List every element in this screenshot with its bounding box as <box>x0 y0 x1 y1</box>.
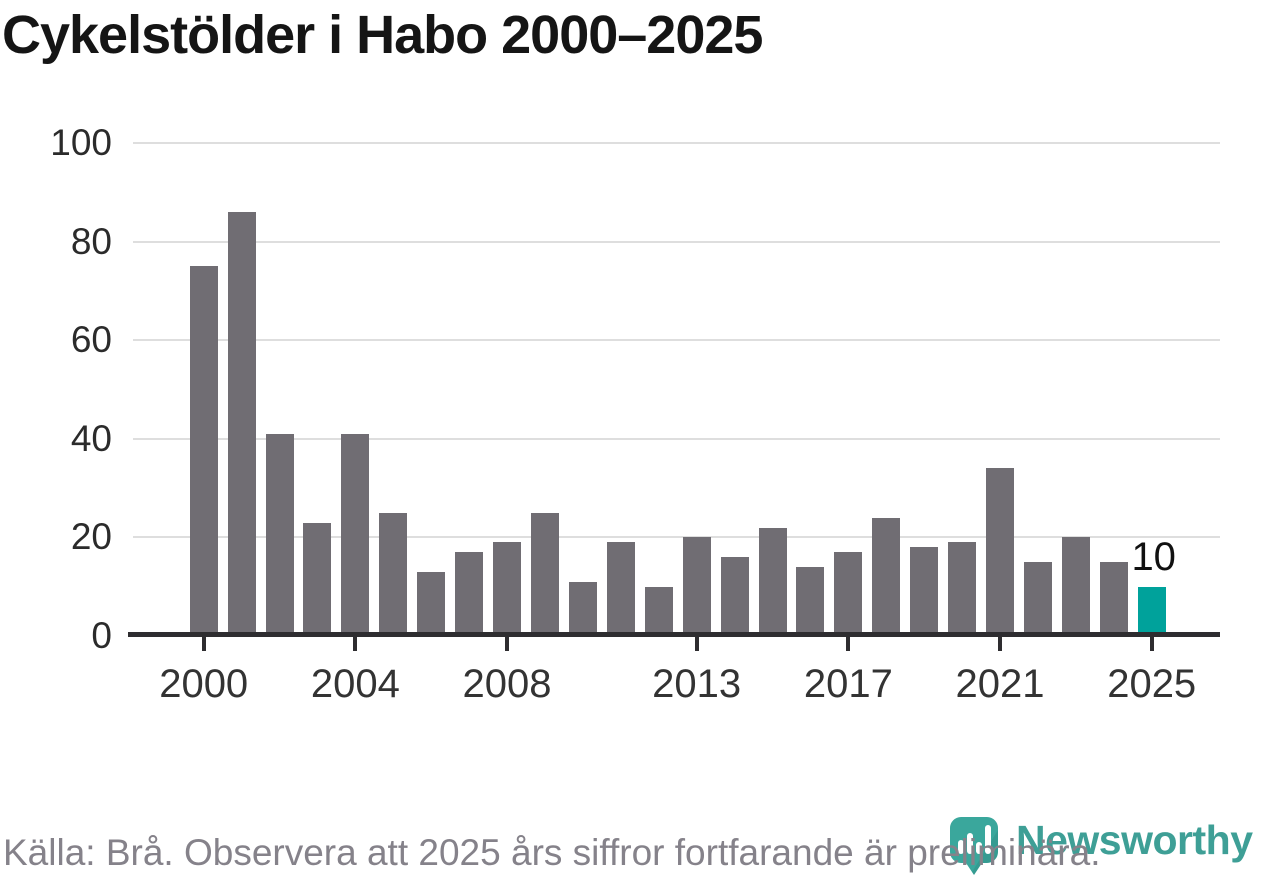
bar-2020 <box>948 542 977 636</box>
bar-value-label: 10 <box>1131 534 1176 579</box>
x-tick-2000 <box>201 637 206 651</box>
bar-2004 <box>341 433 370 636</box>
bar-2022 <box>1023 562 1052 636</box>
bar-2005 <box>379 512 408 636</box>
x-tick-2025 <box>1149 637 1154 651</box>
newsworthy-logo-icon <box>950 817 998 875</box>
gridline-100 <box>133 142 1220 144</box>
gridline-80 <box>133 240 1220 243</box>
bar-2002 <box>265 433 294 636</box>
x-axis-label-2017: 2017 <box>803 662 893 706</box>
bar-2015 <box>758 527 787 636</box>
x-tick-2021 <box>998 637 1003 651</box>
bar-2007 <box>455 552 484 636</box>
gridline-60 <box>133 339 1220 342</box>
bar-2016 <box>796 566 825 636</box>
bar-2018 <box>872 517 901 636</box>
bar-2003 <box>303 522 332 636</box>
bar-2014 <box>720 557 749 636</box>
bar-2017 <box>834 552 863 636</box>
x-axis-label-2025: 2025 <box>1107 662 1197 706</box>
bar-2000 <box>189 266 218 636</box>
x-axis-label-2004: 2004 <box>310 662 400 706</box>
source-note: Källa: Brå. Observera att 2025 års siffr… <box>3 832 1101 873</box>
x-tick-2013 <box>694 637 699 651</box>
bar-2021 <box>986 468 1015 636</box>
newsworthy-logo: Newsworthy <box>950 817 1253 875</box>
x-axis-label-2000: 2000 <box>159 662 249 706</box>
y-axis-label-20: 20 <box>70 516 112 558</box>
bar-2010 <box>568 581 597 636</box>
x-axis-label-2013: 2013 <box>652 662 742 706</box>
x-tick-2004 <box>353 637 358 651</box>
bar-2013 <box>682 537 711 636</box>
bar-2011 <box>606 542 635 636</box>
x-axis-label-2008: 2008 <box>462 662 552 706</box>
newsworthy-wordmark: Newsworthy <box>1016 817 1253 863</box>
chart-title: Cykelstölder i Habo 2000–2025 <box>2 5 763 65</box>
bar-2025 <box>1137 586 1166 636</box>
bar-2008 <box>493 542 522 636</box>
bar-2012 <box>644 586 673 636</box>
bar-2019 <box>910 547 939 636</box>
x-tick-2008 <box>505 637 510 651</box>
bar-2024 <box>1099 562 1128 636</box>
y-axis-label-0: 0 <box>91 615 112 656</box>
bar-2023 <box>1061 537 1090 636</box>
x-axis-label-2021: 2021 <box>955 662 1045 706</box>
bar-2006 <box>417 571 446 636</box>
y-axis-label-100: 100 <box>50 122 112 163</box>
bar-2001 <box>227 212 256 636</box>
y-axis-label-80: 80 <box>70 220 112 262</box>
x-axis-line <box>128 632 1220 637</box>
x-tick-2017 <box>846 637 851 651</box>
y-axis-label-40: 40 <box>70 417 112 459</box>
bar-2009 <box>530 512 559 636</box>
y-axis-label-60: 60 <box>70 319 112 361</box>
gridline-20 <box>133 536 1220 539</box>
gridline-40 <box>133 437 1220 440</box>
